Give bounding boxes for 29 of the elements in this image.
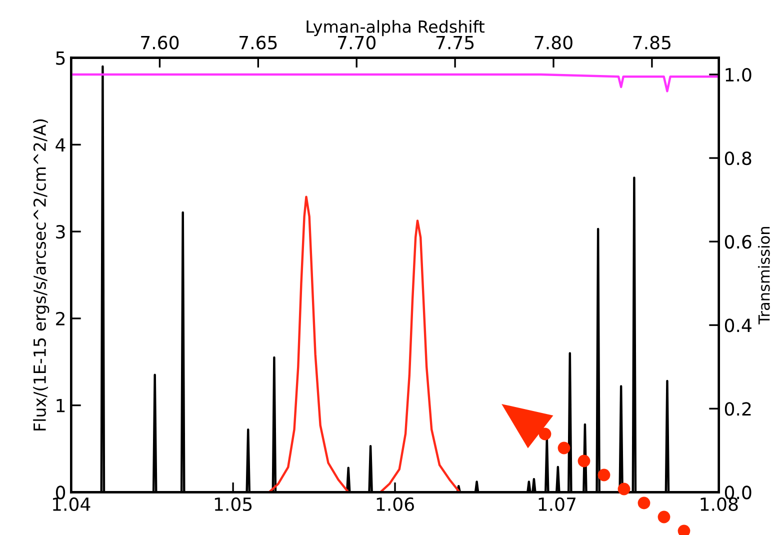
- x2-tick-label: 7.85: [633, 36, 670, 50]
- x-tick-label: 1.08: [700, 497, 738, 512]
- x2-tick-label: 7.70: [338, 36, 376, 50]
- x2-tick-label: 7.65: [240, 36, 277, 50]
- y-tick-label: 1: [56, 399, 65, 412]
- y-tick-label: 0: [56, 486, 66, 500]
- y-tick-label: 4: [56, 138, 66, 152]
- y2-tick-label: 1.0: [726, 68, 752, 82]
- line-series: [71, 73, 719, 92]
- y2-tick-label: 0.8: [724, 151, 752, 166]
- x-tick-label: 1.04: [53, 497, 90, 512]
- y2-tick-label: 0.4: [724, 318, 752, 332]
- x2-axis-title: Lyman-alpha Redshift: [306, 20, 485, 36]
- y2-tick-label: 0.2: [724, 402, 751, 416]
- y-tick-label: 2: [56, 312, 64, 326]
- x2-tick-label: 7.80: [534, 36, 572, 50]
- x-tick-label: 1.07: [538, 497, 576, 512]
- y-axis-title: Flux/(1E-15 ergs/s/arcsec^2/cm^2/A): [33, 119, 50, 430]
- x2-tick-label: 7.75: [436, 36, 474, 50]
- line-series: [379, 220, 461, 492]
- x-tick-label: 1.05: [214, 497, 252, 512]
- y2-axis-title: Transmission: [758, 226, 770, 324]
- y-tick-label: 3: [56, 225, 65, 239]
- line-series: [268, 196, 350, 492]
- y2-tick-label: 0.6: [724, 235, 752, 249]
- y-tick-label: 5: [56, 51, 65, 65]
- x-tick-label: 1.06: [376, 497, 414, 512]
- x2-tick-label: 7.60: [141, 36, 179, 50]
- y2-tick-label: 0.0: [724, 486, 752, 500]
